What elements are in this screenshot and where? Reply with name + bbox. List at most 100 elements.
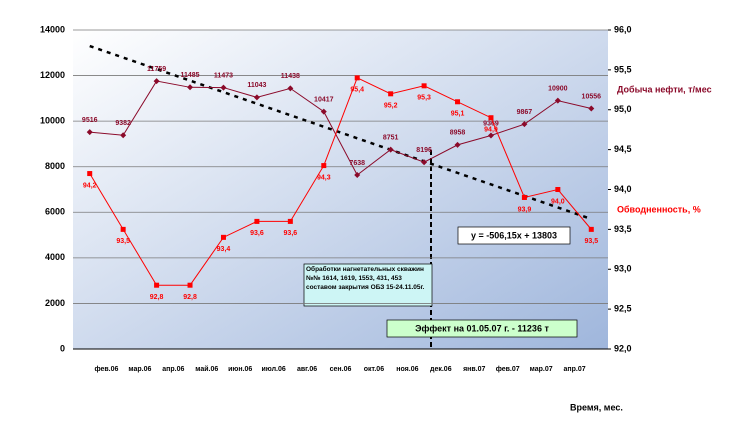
y-axis-title: Добыча нефти, т/мес — [617, 84, 712, 94]
data-label: 8958 — [450, 130, 466, 137]
point — [555, 187, 561, 192]
point — [86, 129, 93, 136]
data-label: 8196 — [416, 147, 432, 154]
point — [388, 91, 394, 97]
x-tick-label: мар.07 — [530, 366, 553, 373]
data-label: 93,6 — [250, 230, 264, 237]
y2-tick-label: 92,5 — [614, 304, 632, 314]
trend-label: y = -506,15x + 13803 — [471, 230, 557, 240]
trend-box — [457, 226, 571, 245]
data-label: 93,5 — [584, 238, 598, 245]
x-tick-label: фев.07 — [496, 366, 520, 373]
y2-tick-label: 92,0 — [614, 343, 632, 353]
x-tick-label: июн.06 — [228, 366, 252, 373]
point — [387, 146, 394, 153]
series-line — [89, 77, 592, 286]
y2-tick-label: 95,5 — [614, 64, 632, 74]
trend-line — [89, 44, 592, 221]
point — [220, 84, 227, 91]
y2-tick-label: 94,5 — [614, 144, 632, 154]
x-tick-label: мар.06 — [128, 366, 151, 373]
x-tick-label: июл.06 — [261, 366, 285, 373]
data-label: 9867 — [517, 109, 533, 116]
y-tick-label: 6000 — [45, 207, 65, 217]
point — [120, 226, 126, 232]
y2-tick-label: 94,0 — [614, 184, 632, 194]
data-label: 10417 — [314, 96, 334, 103]
data-label: 95,4 — [350, 87, 364, 94]
data-label: 7638 — [349, 160, 365, 167]
x-tick-label: дек.06 — [430, 366, 452, 373]
data-label: 92,8 — [150, 294, 164, 301]
data-label: 10900 — [548, 85, 568, 92]
point — [421, 83, 427, 89]
data-label: 11043 — [247, 82, 266, 89]
point — [588, 226, 594, 232]
point — [254, 218, 260, 224]
point — [588, 105, 595, 112]
y-tick-label: 10000 — [40, 116, 65, 126]
annotation: Обработки нагнетательных скважин №№ 1614… — [306, 266, 425, 291]
data-label: 9516 — [82, 117, 98, 124]
x-tick-label: апр.07 — [563, 366, 585, 373]
y-tick-label: 4000 — [45, 252, 65, 262]
point — [220, 234, 226, 240]
y-tick-label: 12000 — [40, 70, 65, 80]
data-label: 93,4 — [217, 246, 231, 253]
point — [287, 218, 293, 224]
x-tick-label: окт.06 — [364, 366, 384, 373]
y-tick-label: 8000 — [45, 161, 65, 171]
point — [554, 97, 561, 104]
annotation-wrap: Обработки нагнетательных скважин №№ 1614… — [306, 266, 425, 291]
data-label: 11759 — [147, 66, 166, 73]
point — [521, 194, 527, 200]
data-label: 9369 — [483, 120, 499, 127]
point — [488, 115, 494, 121]
data-label: 8751 — [383, 134, 399, 141]
point — [454, 141, 461, 148]
data-label: 11473 — [214, 72, 233, 79]
data-label: 95,3 — [417, 95, 431, 102]
y-tick-label: 0 — [60, 343, 65, 353]
point — [321, 163, 327, 169]
point — [154, 282, 160, 288]
data-label: 10556 — [582, 93, 602, 100]
y2-tick-label: 93,0 — [614, 264, 632, 274]
point — [120, 132, 127, 139]
x-axis-title: Время, мес. — [570, 402, 623, 412]
data-label: 94,0 — [551, 198, 565, 205]
x-tick-label: ноя.06 — [396, 366, 418, 373]
x-tick-label: май.06 — [195, 365, 218, 373]
data-label: 11438 — [281, 73, 300, 80]
point — [153, 78, 160, 85]
point — [187, 84, 194, 91]
y-tick-label: 14000 — [40, 24, 65, 34]
point — [187, 282, 193, 288]
point — [521, 121, 528, 128]
point — [455, 99, 461, 105]
y2-tick-label: 95,0 — [614, 104, 632, 114]
x-tick-label: апр.06 — [162, 366, 184, 373]
data-label: 95,2 — [384, 103, 398, 110]
y2-axis-title: Обводненность, % — [617, 204, 701, 214]
data-label: 95,1 — [451, 111, 465, 118]
point — [87, 171, 93, 177]
point — [354, 171, 361, 178]
data-label: 93,6 — [284, 230, 298, 237]
data-label: 9382 — [115, 120, 131, 127]
data-label: 94,3 — [317, 174, 331, 181]
point — [320, 108, 327, 115]
data-label: 11485 — [180, 72, 199, 79]
point — [287, 85, 294, 92]
point — [354, 75, 360, 81]
x-tick-label: янв.07 — [463, 366, 485, 373]
x-tick-label: фев.06 — [94, 366, 118, 373]
effect-box — [386, 319, 578, 338]
series-line — [89, 80, 592, 176]
data-label: 92,8 — [183, 294, 197, 301]
data-label: 93,5 — [116, 238, 130, 245]
point — [421, 159, 428, 166]
x-tick-label: авг.06 — [297, 366, 317, 373]
